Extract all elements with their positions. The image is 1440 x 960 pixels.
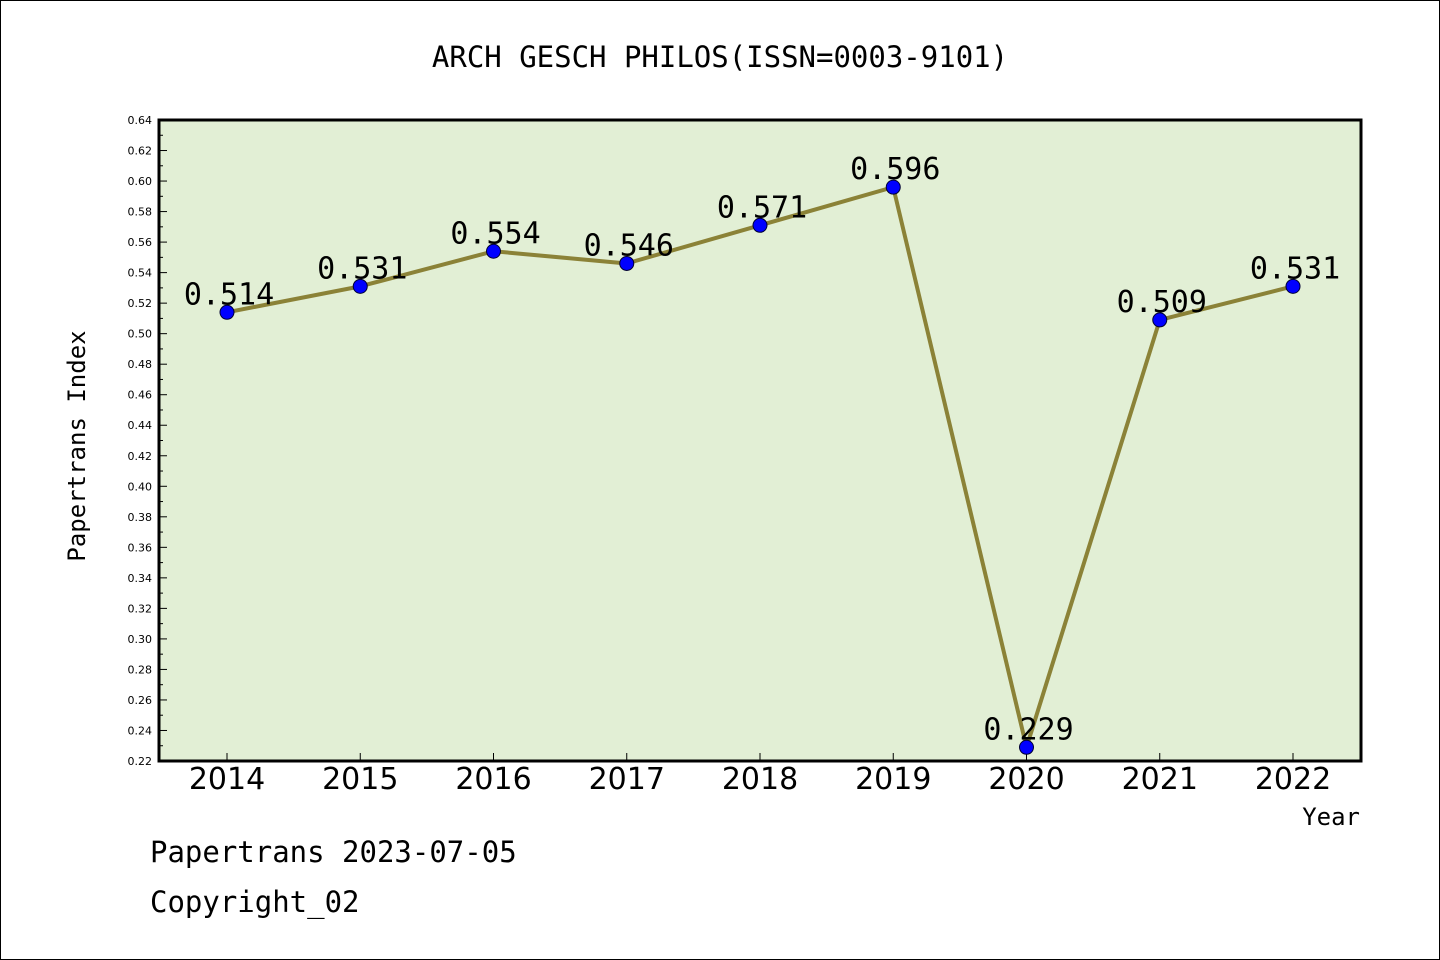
- y-tick-label: 0.46: [128, 389, 153, 402]
- y-tick-label: 0.22: [128, 755, 153, 768]
- data-point-marker: [1285, 278, 1301, 294]
- x-axis: 2014 2015 2016 2017 2018 2019 2020 2021 2022: [189, 753, 1331, 797]
- y-tick-label: 0.38: [128, 511, 153, 524]
- data-point-marker: [619, 255, 635, 271]
- x-tick-label: 2018: [722, 762, 798, 797]
- y-tick-label: 0.60: [128, 175, 153, 188]
- y-axis-label: Papertrans Index: [63, 330, 91, 561]
- data-point-marker: [1019, 739, 1034, 755]
- data-label: 0.596: [850, 152, 940, 187]
- x-tick-label: 2014: [189, 762, 265, 797]
- x-tick-label: 2019: [855, 762, 931, 797]
- y-tick-label: 0.28: [128, 663, 153, 676]
- series-papertrans-index: 0.514 0.531 0.554 0.546 0.571 0.596 0.229 0.509…: [184, 152, 1340, 755]
- data-label: 0.531: [1250, 251, 1340, 286]
- data-label: 0.571: [717, 190, 807, 225]
- y-tick-label: 0.58: [128, 206, 153, 219]
- y-tick-label: 0.56: [128, 236, 153, 249]
- data-point-marker: [219, 304, 235, 320]
- data-label: 0.554: [450, 216, 540, 251]
- y-tick-label: 0.42: [128, 450, 153, 463]
- chart-title: ARCH GESCH PHILOS(ISSN=0003-9101): [432, 40, 1008, 74]
- x-tick-label: 2015: [322, 762, 398, 797]
- y-tick-label: 0.48: [128, 358, 153, 371]
- data-label: 0.514: [184, 277, 274, 312]
- data-point-marker: [1152, 312, 1168, 328]
- y-tick-label: 0.52: [128, 297, 153, 310]
- x-tick-label: 2017: [589, 762, 665, 797]
- data-point-marker: [352, 278, 368, 294]
- data-label: 0.546: [584, 228, 674, 263]
- y-tick-label: 0.34: [128, 572, 153, 585]
- plot-border: [157, 118, 1363, 763]
- y-tick-label: 0.24: [128, 724, 153, 737]
- y-tick-label: 0.40: [128, 480, 153, 493]
- y-tick-label: 0.26: [128, 694, 153, 707]
- y-tick-label: 0.54: [128, 267, 153, 280]
- y-tick-label: 0.36: [128, 541, 153, 554]
- y-tick-label: 0.62: [128, 145, 153, 158]
- footer-copyright: Copyright_02: [150, 885, 360, 919]
- footer-date: Papertrans 2023-07-05: [150, 835, 517, 869]
- x-tick-label: 2020: [988, 762, 1064, 797]
- y-tick-label: 0.30: [128, 633, 153, 646]
- data-point-marker: [752, 217, 768, 233]
- data-label: 0.509: [1117, 285, 1207, 320]
- y-tick-label: 0.32: [128, 602, 153, 615]
- data-point-marker: [486, 243, 501, 259]
- y-tick-label: 0.64: [128, 114, 153, 127]
- x-tick-label: 2021: [1122, 762, 1198, 797]
- x-tick-label: 2022: [1255, 762, 1331, 797]
- x-axis-label: Year: [1302, 803, 1360, 831]
- x-tick-label: 2016: [455, 762, 531, 797]
- data-label: 0.229: [983, 712, 1073, 747]
- data-label: 0.531: [317, 251, 407, 286]
- y-tick-label: 0.50: [128, 328, 153, 341]
- data-point-marker: [885, 179, 901, 195]
- y-tick-label: 0.44: [128, 419, 153, 432]
- y-axis: 0.22 0.24 0.26 0.28 0.30 0.32 0.34 0.36 0.38 0.40…: [128, 114, 167, 768]
